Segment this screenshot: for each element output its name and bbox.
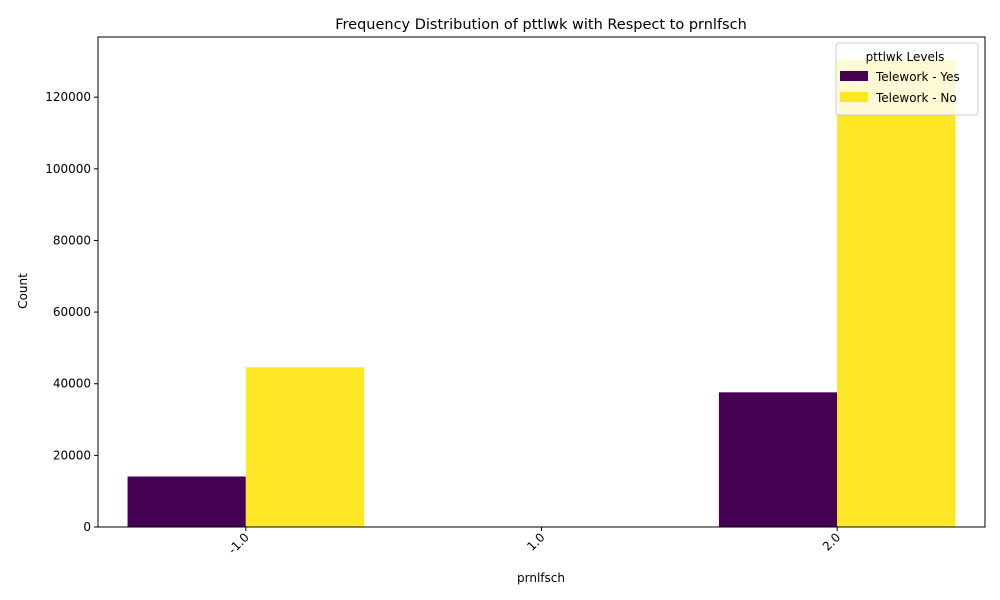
bar-no-0 bbox=[245, 367, 365, 527]
legend-label: Telework - Yes bbox=[875, 70, 960, 84]
plot-frame bbox=[97, 36, 986, 528]
y-tick-label: 0 bbox=[83, 520, 91, 534]
y-tick-label: 100000 bbox=[45, 162, 91, 176]
legend-title: pttlwk Levels bbox=[866, 50, 945, 64]
x-axis-label: prnlfsch bbox=[517, 571, 565, 585]
y-axis-label: Count bbox=[16, 273, 30, 309]
legend-swatch bbox=[840, 71, 868, 81]
bars-group bbox=[127, 59, 956, 527]
y-tick-label: 60000 bbox=[53, 305, 91, 319]
y-tick-label: 80000 bbox=[53, 233, 91, 247]
legend-box bbox=[835, 42, 979, 116]
x-axis: -1.0 1.0 2.0 bbox=[225, 527, 843, 557]
legend-label: Telework - No bbox=[875, 91, 957, 105]
chart-title: Frequency Distribution of pttlwk with Re… bbox=[335, 17, 747, 33]
y-axis: 0 20000 40000 60000 80000 100000 120000 bbox=[45, 90, 98, 534]
legend: pttlwk Levels Telework - Yes Telework - N… bbox=[835, 42, 979, 116]
bar-no-2 bbox=[837, 59, 956, 527]
y-tick-label: 120000 bbox=[45, 90, 91, 104]
legend-swatch bbox=[840, 92, 868, 102]
y-tick-label: 40000 bbox=[53, 377, 91, 391]
x-tick-label: -1.0 bbox=[225, 530, 251, 556]
x-tick-label: 2.0 bbox=[820, 530, 843, 553]
bar-yes-0 bbox=[127, 476, 246, 527]
y-tick-label: 20000 bbox=[53, 448, 91, 462]
bar-yes-2 bbox=[718, 392, 838, 527]
x-tick-label: 1.0 bbox=[524, 530, 547, 553]
